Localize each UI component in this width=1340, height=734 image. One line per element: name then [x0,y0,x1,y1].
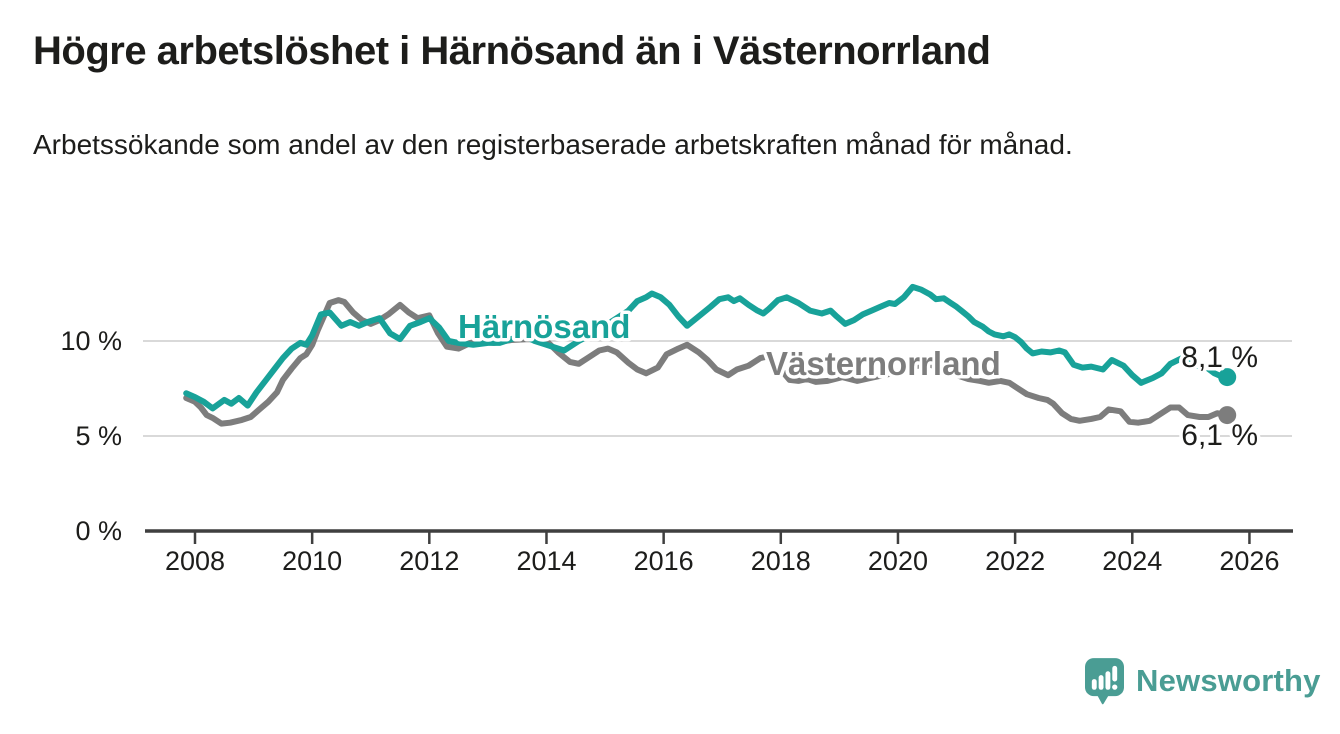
vasternorrland-end-dot [1218,406,1237,425]
y-tick-label-5: 5 % [75,421,122,451]
brand-footer: Newsworthy [1085,655,1321,707]
harnosand-line [183,283,1231,412]
bar-3 [1105,670,1111,690]
x-tick-label-2026: 2026 [1219,546,1279,576]
harnosand-end-dot [1218,368,1237,387]
x-tick-label-2018: 2018 [751,546,811,576]
x-tick-label-2022: 2022 [985,546,1045,576]
y-tick-label-0: 0 % [75,516,122,546]
chart-subtitle: Arbetssökande som andel av den registerb… [33,129,1073,160]
x-tick-label-2020: 2020 [868,546,928,576]
bar-2 [1098,674,1104,690]
vasternorrland-series-label: Västernorrland [766,345,1001,382]
bar-1 [1091,678,1097,690]
x-tick-label-2016: 2016 [634,546,694,576]
newsworthy-logo-icon [1085,657,1124,704]
speech-bubble-tail [1096,692,1110,704]
harnosand-end-value-label: 8,1 % [1181,341,1258,374]
x-tick-label-2024: 2024 [1102,546,1162,576]
chart-title: Högre arbetslöshet i Härnösand än i Väst… [33,29,991,73]
x-tick-label-2008: 2008 [165,546,225,576]
y-tick-label-10: 10 % [60,326,122,356]
x-tick-label-2010: 2010 [282,546,342,576]
x-tick-label-2014: 2014 [516,546,576,576]
exclamation-stem [1112,665,1118,681]
x-tick-label-2012: 2012 [399,546,459,576]
brand-name: Newsworthy [1136,663,1321,698]
vasternorrland-end-value-label: 6,1 % [1181,419,1258,452]
harnosand-series-label: Härnösand [458,308,630,345]
vasternorrland-line [183,297,1231,427]
exclamation-dot [1112,684,1118,690]
